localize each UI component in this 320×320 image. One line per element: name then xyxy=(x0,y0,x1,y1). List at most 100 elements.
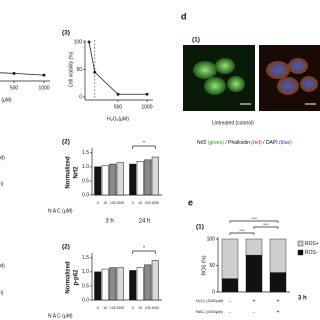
stain-text: / Phalloidin xyxy=(224,140,251,146)
x-axis-label: N A C (μM) xyxy=(48,208,73,214)
data-point xyxy=(87,40,91,44)
bar xyxy=(116,162,124,196)
significance-bracket xyxy=(132,145,156,149)
data-point xyxy=(12,71,16,75)
bar xyxy=(94,166,102,196)
group-label: 24 h xyxy=(139,219,151,225)
panel-letter: e xyxy=(188,197,193,207)
data-label: 25.2 xyxy=(226,280,235,285)
group-label: 3 h xyxy=(105,219,113,225)
dose-label: 1000 xyxy=(151,201,159,205)
significance-mark: **** xyxy=(239,229,245,233)
stain-text: (blue) xyxy=(279,140,292,146)
bar xyxy=(136,161,144,196)
stain-text: (green) xyxy=(208,140,224,146)
y-axis-label: Normalized xyxy=(66,156,72,189)
y-tick-label: 0.0 xyxy=(82,297,89,303)
y-axis-label: Nrf2 xyxy=(74,166,80,179)
bar xyxy=(136,267,144,301)
dose-label: 10 xyxy=(138,306,142,310)
x-tick-label: 1000 xyxy=(38,85,49,91)
condition-sign: - xyxy=(229,309,231,315)
x-axis-label: N A C (μM) xyxy=(48,313,73,319)
y-axis-label: Cell viability (%) xyxy=(68,51,74,87)
significance-bracket xyxy=(132,250,156,254)
dose-label: 10 xyxy=(103,201,107,205)
y-tick-label: 100 xyxy=(207,236,216,242)
bar-segment xyxy=(245,238,263,256)
legend-swatch xyxy=(297,240,304,247)
condition-label: NAC (1000μM) xyxy=(196,309,223,314)
edge-text: M) xyxy=(0,155,5,161)
condition-sign: + xyxy=(277,298,280,304)
data-point xyxy=(116,92,120,96)
dose-label: 1000 xyxy=(151,306,159,310)
y-tick-label: 100 xyxy=(74,39,83,45)
panel-letter: d xyxy=(181,11,187,21)
x-tick-label: 500 xyxy=(10,85,19,91)
bar xyxy=(116,267,124,301)
bar xyxy=(144,159,152,196)
data-point xyxy=(42,73,46,77)
condition-sign: + xyxy=(253,298,256,304)
y-tick-label: 0 xyxy=(79,94,82,100)
y-tick-label: 1.5 xyxy=(82,255,89,261)
panel-label: (2) xyxy=(62,244,70,251)
dose-label: 1000 xyxy=(116,201,124,205)
y-tick-label: 0.5 xyxy=(82,283,89,289)
y-tick-label: 1.0 xyxy=(82,164,89,170)
panel-label: (2) xyxy=(62,139,70,146)
data-point xyxy=(93,70,97,74)
significance-bracket xyxy=(229,220,279,223)
y-tick-label: 50 xyxy=(76,67,82,73)
group-label: 3 h xyxy=(298,296,307,302)
condition-sign: - xyxy=(253,309,255,315)
panel-label: (1) xyxy=(192,37,200,44)
bar xyxy=(94,271,102,301)
x-axis-label: H₂O₂(μM) xyxy=(107,116,129,122)
y-tick-label: 0.0 xyxy=(82,192,89,198)
significance-bracket xyxy=(253,226,279,229)
y-axis-label: ROS (%) xyxy=(201,255,207,275)
y-tick-label: 50 xyxy=(209,263,215,269)
y-axis-label: Normalized xyxy=(66,261,72,294)
dose-label: 100 xyxy=(145,201,151,205)
edge-text: h) xyxy=(0,290,4,296)
dose-label: 10 xyxy=(103,306,107,310)
stain-text: Nrf2 xyxy=(197,140,208,146)
stain-legend: Nrf2 (green) / Phalloidin (red) / DAPI (… xyxy=(197,140,292,146)
condition-sign: + xyxy=(277,309,280,315)
stain-text: / DAPI xyxy=(262,140,279,146)
dose-label: 0 xyxy=(97,201,99,205)
x-tick-label: 500 xyxy=(114,104,123,110)
bar xyxy=(129,163,137,196)
bar xyxy=(151,156,159,196)
bar xyxy=(109,267,117,301)
legend-label: ROS+ xyxy=(305,241,319,247)
significance-bracket xyxy=(229,232,255,235)
edge-text: M) xyxy=(0,263,5,269)
panel-label: (1) xyxy=(196,224,204,231)
image-caption: Untreated (control) xyxy=(212,120,254,126)
y-tick-label: 0 xyxy=(212,289,215,295)
dose-label: 1000 xyxy=(116,306,124,310)
condition-sign: - xyxy=(229,298,231,304)
dose-label: 100 xyxy=(110,306,116,310)
bar xyxy=(101,268,109,301)
stain-text: (red) xyxy=(251,140,262,146)
bar-segment xyxy=(221,238,239,279)
bar xyxy=(151,260,159,301)
y-axis-label: p-p62 xyxy=(74,269,80,286)
legend-label: ROS- xyxy=(305,250,318,256)
significance-mark: **** xyxy=(251,217,257,221)
significance-mark: * xyxy=(143,245,145,251)
dose-label: 10 xyxy=(138,201,142,205)
bar-segment xyxy=(269,238,287,273)
panel-label: (3) xyxy=(62,30,70,37)
micrograph-green xyxy=(183,45,255,111)
bar xyxy=(109,163,117,196)
y-tick-label: 0.5 xyxy=(82,178,89,184)
edge-text: h) xyxy=(0,181,4,187)
bar xyxy=(144,264,152,301)
